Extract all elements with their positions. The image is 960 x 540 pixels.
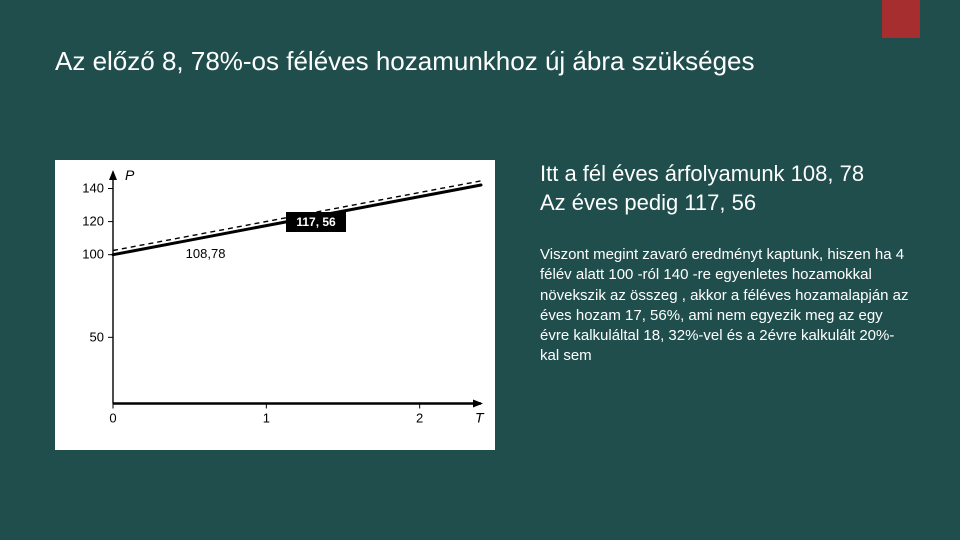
lead-line-1: Itt a fél éves árfolyamunk 108, 78 — [540, 161, 864, 186]
svg-text:P: P — [125, 167, 135, 183]
body-text: Viszont megint zavaró eredményt kaptunk,… — [540, 245, 910, 367]
svg-text:50: 50 — [90, 329, 104, 344]
chart-svg: 50 100 120 140 0 1 2 P T 108,78 — [55, 160, 495, 450]
svg-text:140: 140 — [82, 181, 104, 196]
accent-bar — [882, 0, 920, 38]
svg-text:T: T — [475, 409, 485, 425]
svg-text:1: 1 — [263, 410, 270, 425]
chart-panel: 50 100 120 140 0 1 2 P T 108,78 117, 56 — [55, 160, 495, 450]
right-text-block: Itt a fél éves árfolyamunk 108, 78 Az év… — [540, 160, 910, 367]
chart-callout: 117, 56 — [286, 212, 345, 232]
svg-text:100: 100 — [82, 247, 104, 262]
lead-text: Itt a fél éves árfolyamunk 108, 78 Az év… — [540, 160, 910, 217]
lead-line-2: Az éves pedig 117, 56 — [540, 190, 756, 215]
svg-text:0: 0 — [109, 410, 116, 425]
svg-text:120: 120 — [82, 214, 104, 229]
slide-root: Az előző 8, 78%-os féléves hozamunkhoz ú… — [0, 0, 960, 540]
svg-text:108,78: 108,78 — [186, 246, 226, 261]
svg-text:2: 2 — [416, 410, 423, 425]
slide-title: Az előző 8, 78%-os féléves hozamunkhoz ú… — [55, 45, 775, 78]
